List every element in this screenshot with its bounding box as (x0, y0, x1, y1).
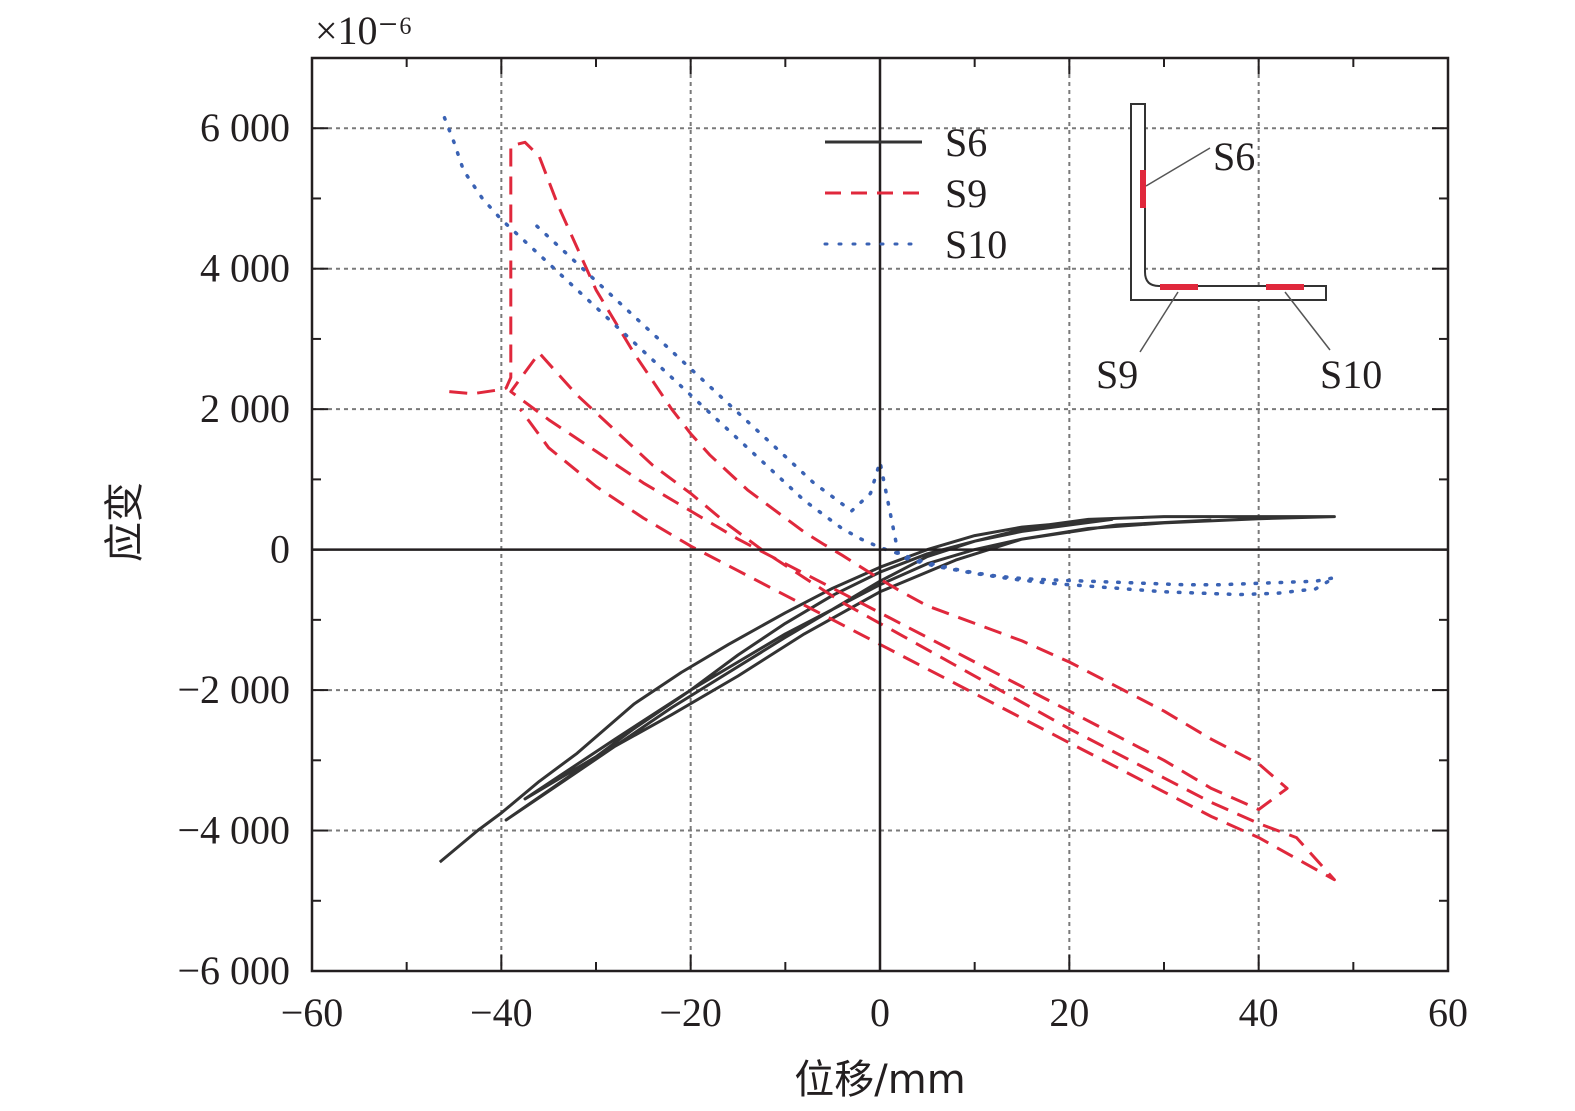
gauge-s10 (1266, 284, 1304, 290)
y-axis-title: 应变 (102, 482, 148, 562)
leader-s6 (1145, 147, 1211, 187)
y-tick-label: 2 000 (200, 386, 290, 431)
gauge-s9 (1160, 284, 1198, 290)
angle-section-outline (1130, 103, 1327, 301)
series-line-s9 (449, 140, 1336, 882)
axes-layer (310, 56, 1450, 973)
x-tick-label: 40 (1239, 990, 1279, 1035)
y-tick-label: −6 000 (177, 948, 290, 993)
legend-label-s9: S9 (945, 171, 987, 216)
series-line-s10 (442, 115, 1337, 597)
inset-label-s10: S10 (1320, 352, 1382, 397)
legend: S6 S9 S10 (823, 120, 1007, 267)
leader-s9 (1139, 291, 1179, 353)
gauge-s6 (1140, 170, 1146, 208)
inset-label-s6: S6 (1213, 134, 1255, 179)
x-tick-label: −40 (470, 990, 533, 1035)
y-tick-label: −4 000 (177, 808, 290, 853)
series-layer (438, 115, 1337, 882)
series-line-s6 (438, 515, 1336, 864)
y-tick-label: 6 000 (200, 105, 290, 150)
x-tick-label: 0 (870, 990, 890, 1035)
x-tick-label: −20 (659, 990, 722, 1035)
x-tick-label: −60 (281, 990, 344, 1035)
inset-label-s9: S9 (1096, 352, 1138, 397)
ticks-layer: −60 −40 −20 0 20 40 60 −6 000 −4 000 −2 000 0 2 000… (177, 57, 1468, 1035)
leader-s10 (1284, 291, 1331, 351)
angle-section-inset: S6 S9 S10 (1096, 103, 1382, 397)
y-multiplier-label: ×10⁻⁶ (315, 8, 413, 53)
y-tick-label: 0 (270, 527, 290, 572)
y-tick-label: 4 000 (200, 246, 290, 291)
legend-label-s10: S10 (945, 222, 1007, 267)
x-axis-title: 位移/mm (794, 1057, 965, 1103)
legend-label-s6: S6 (945, 120, 987, 165)
y-tick-label: −2 000 (177, 667, 290, 712)
x-tick-label: 60 (1428, 990, 1468, 1035)
x-tick-label: 20 (1049, 990, 1089, 1035)
